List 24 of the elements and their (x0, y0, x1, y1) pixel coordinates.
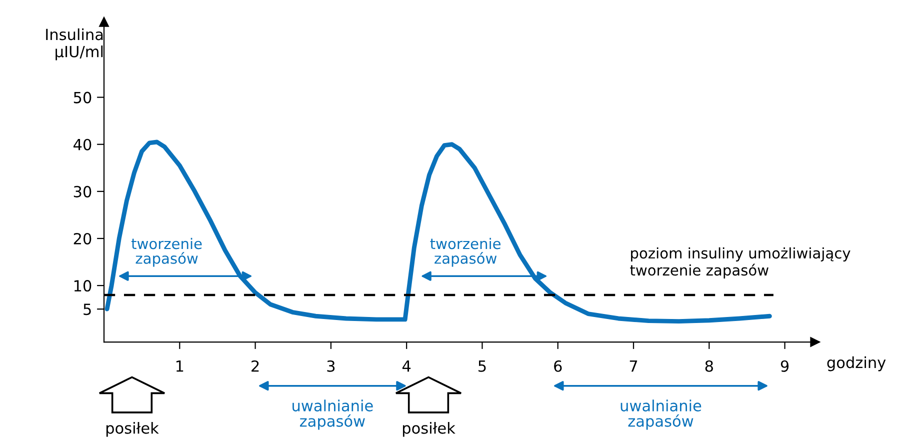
x-tick-label: 4 (402, 360, 411, 372)
x-tick-label: 1 (176, 360, 184, 372)
y-tick-label: 50 (74, 92, 92, 104)
y-axis-title: Insulina μIU/ml (46, 28, 103, 60)
x-tick-label: 2 (252, 360, 259, 372)
y-tick-label: 30 (74, 186, 92, 198)
text: uwalnianie zapasów (620, 400, 702, 430)
x-tick-label: 7 (630, 360, 638, 372)
text: posiłek (106, 422, 159, 437)
x-tick-label: 6 (554, 360, 562, 372)
text: uwalnianie zapasów (292, 400, 373, 430)
annotation: tworzenie zapasów (430, 238, 501, 267)
x-axis-title: godziny (827, 356, 886, 372)
x-tick-label: 8 (705, 360, 713, 372)
text: posiłek (402, 422, 456, 437)
annotation: tworzenie zapasów (131, 238, 202, 267)
y-tick-label: 40 (74, 138, 92, 150)
x-tick-label: 5 (478, 360, 486, 372)
x-tick-label: 9 (780, 360, 789, 372)
y-tick-label: 10 (74, 280, 92, 292)
y-tick-label: 5 (84, 304, 91, 316)
x-tick-label: 3 (327, 360, 335, 372)
ref-line-label: poziom insuliny umożliwiający tworzenie zapasów (630, 247, 850, 278)
y-tick-label: 20 (74, 232, 92, 244)
